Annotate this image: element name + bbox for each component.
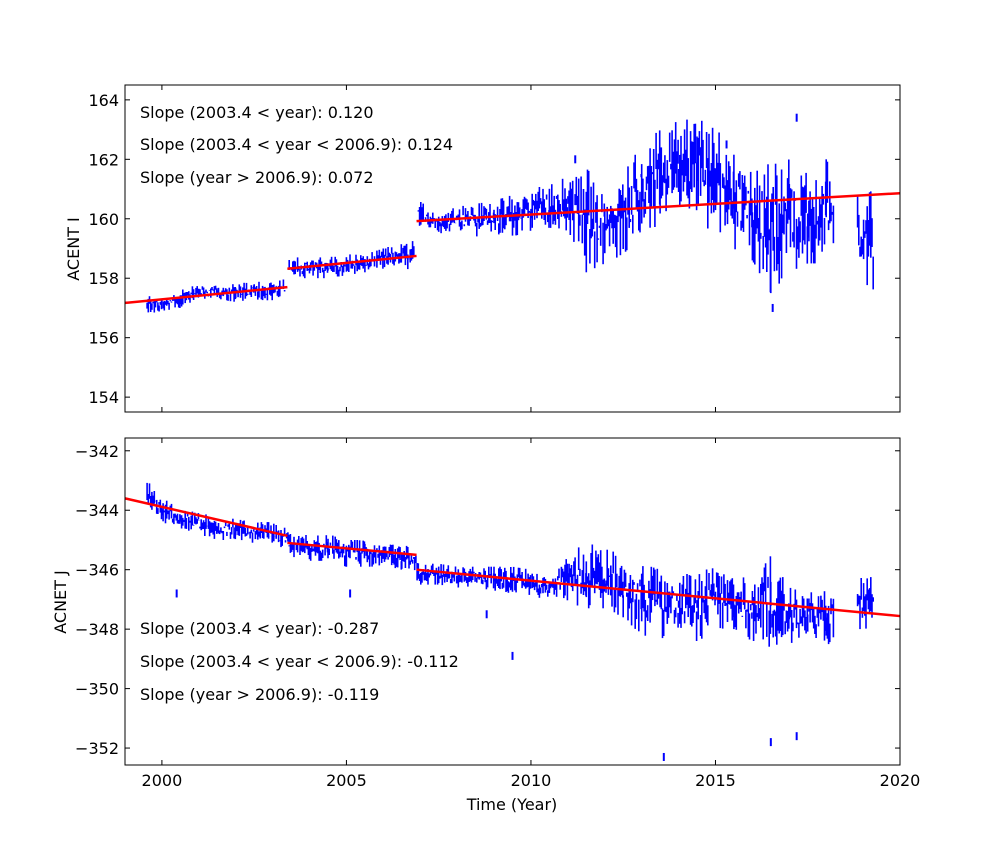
y-tick-label: −352 xyxy=(75,739,119,758)
y-tick-label: 154 xyxy=(88,388,119,407)
x-axis-label: Time (Year) xyxy=(466,795,558,814)
axes-frame xyxy=(124,437,901,766)
y-tick-label: 160 xyxy=(88,210,119,229)
x-tick-label: 2015 xyxy=(695,771,736,790)
y-tick-label: 164 xyxy=(88,91,119,110)
fit-line xyxy=(416,191,901,223)
annotation-slope-2: Slope (2003.4 < year < 2006.9): 0.124 xyxy=(140,135,453,154)
y-tick-label: −342 xyxy=(75,442,119,461)
annotation-slope-2: Slope (2003.4 < year < 2006.9): -0.112 xyxy=(140,652,459,671)
y-tick-label: −344 xyxy=(75,501,119,520)
y-tick-label: 156 xyxy=(88,329,119,348)
x-tick-label: 2020 xyxy=(880,771,921,790)
fit-line xyxy=(124,497,288,538)
fit-line xyxy=(124,285,288,305)
annotation-slope-3: Slope (year > 2006.9): -0.119 xyxy=(140,685,379,704)
fit-line xyxy=(287,254,417,270)
x-tick-label: 2010 xyxy=(511,771,552,790)
y-axis-label: ACNET J xyxy=(51,570,70,634)
y-tick-label: −348 xyxy=(75,620,119,639)
annotation-slope-1: Slope (2003.4 < year): 0.120 xyxy=(140,103,374,122)
y-tick-label: −346 xyxy=(75,561,119,580)
panel-acnet-j: 2000 2005 2010 2015 2020 −352 −350 −348 −346 −344… xyxy=(51,437,921,814)
y-axis-label: ACENT I xyxy=(64,217,83,281)
axes-frame xyxy=(124,84,901,413)
panel-acent-i: 154 156 158 160 162 164 Slope (2003.4 < year)… xyxy=(64,84,901,413)
y-tick-label: −350 xyxy=(75,680,119,699)
annotation-slope-1: Slope (2003.4 < year): -0.287 xyxy=(140,619,379,638)
x-tick-label: 2005 xyxy=(326,771,367,790)
y-tick-label: 162 xyxy=(88,150,119,169)
x-tick-label: 2000 xyxy=(142,771,183,790)
fit-line xyxy=(416,568,901,618)
fit-line xyxy=(287,541,417,557)
annotation-slope-3: Slope (year > 2006.9): 0.072 xyxy=(140,168,374,187)
y-tick-label: 158 xyxy=(88,269,119,288)
